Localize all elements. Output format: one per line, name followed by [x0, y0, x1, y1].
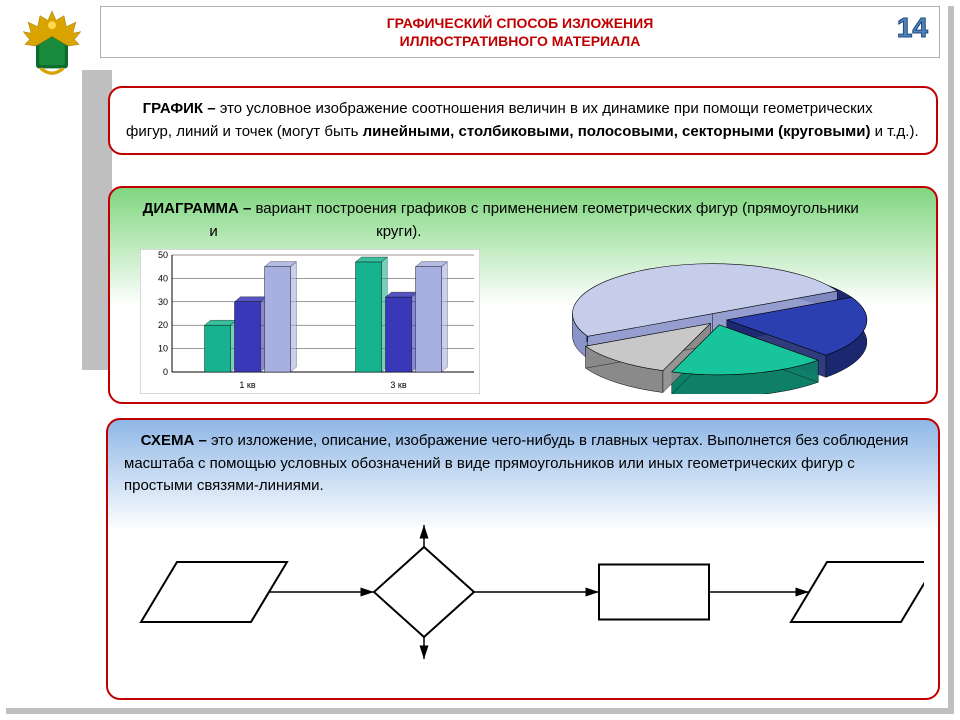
- bar-chart: 0 10 20 30 40 50 1 кв 3 кв: [140, 249, 480, 394]
- svg-text:0: 0: [162, 367, 167, 377]
- card3-text: это изложение, описание, изображение чег…: [124, 432, 908, 494]
- card-schema-text: СХЕМА – это изложение, описание, изображ…: [124, 430, 922, 498]
- card-diagramma-text: ДИАГРАММА – вариант построения графиков …: [126, 198, 920, 243]
- card1-bold: линейными, столбиковыми, полосовыми, сек…: [363, 123, 871, 140]
- slide-page: ГРАФИЧЕСКИЙ СПОСОБ ИЗЛОЖЕНИЯ ИЛЛЮСТРАТИВ…: [0, 0, 948, 708]
- page-title: ГРАФИЧЕСКИЙ СПОСОБ ИЗЛОЖЕНИЯ ИЛЛЮСТРАТИВ…: [387, 14, 654, 50]
- card-grafik: ГРАФИК – это условное изображение соотно…: [108, 86, 938, 155]
- title-line-2: ИЛЛЮСТРАТИВНОГО МАТЕРИАЛА: [400, 33, 641, 49]
- svg-text:50: 50: [157, 250, 167, 260]
- card-grafik-text: ГРАФИК – это условное изображение соотно…: [126, 98, 920, 143]
- svg-text:40: 40: [157, 273, 167, 283]
- card-schema: СХЕМА – это изложение, описание, изображ…: [106, 418, 940, 700]
- emblem-icon: [12, 6, 92, 86]
- header-bar: ГРАФИЧЕСКИЙ СПОСОБ ИЗЛОЖЕНИЯ ИЛЛЮСТРАТИВ…: [100, 6, 940, 58]
- card1-text-b: и т.д.).: [870, 123, 918, 140]
- pie-chart: [527, 249, 907, 394]
- page-number: 14: [897, 12, 928, 44]
- term-grafik: ГРАФИК –: [143, 100, 220, 117]
- term-schema: СХЕМА –: [141, 432, 211, 449]
- term-diagramma: ДИАГРАММА –: [143, 200, 256, 217]
- svg-text:10: 10: [157, 344, 167, 354]
- svg-text:20: 20: [157, 320, 167, 330]
- card2-text-a: вариант построения графиков с применение…: [256, 200, 859, 217]
- flowchart-diagram: [124, 512, 924, 662]
- card2-text-b: круги).: [376, 223, 421, 240]
- svg-text:3 кв: 3 кв: [390, 380, 406, 390]
- svg-text:1 кв: 1 кв: [239, 380, 255, 390]
- svg-text:30: 30: [157, 297, 167, 307]
- title-line-1: ГРАФИЧЕСКИЙ СПОСОБ ИЗЛОЖЕНИЯ: [387, 15, 654, 31]
- card-diagramma: ДИАГРАММА – вариант построения графиков …: [108, 186, 938, 404]
- card2-mid: и: [209, 223, 217, 240]
